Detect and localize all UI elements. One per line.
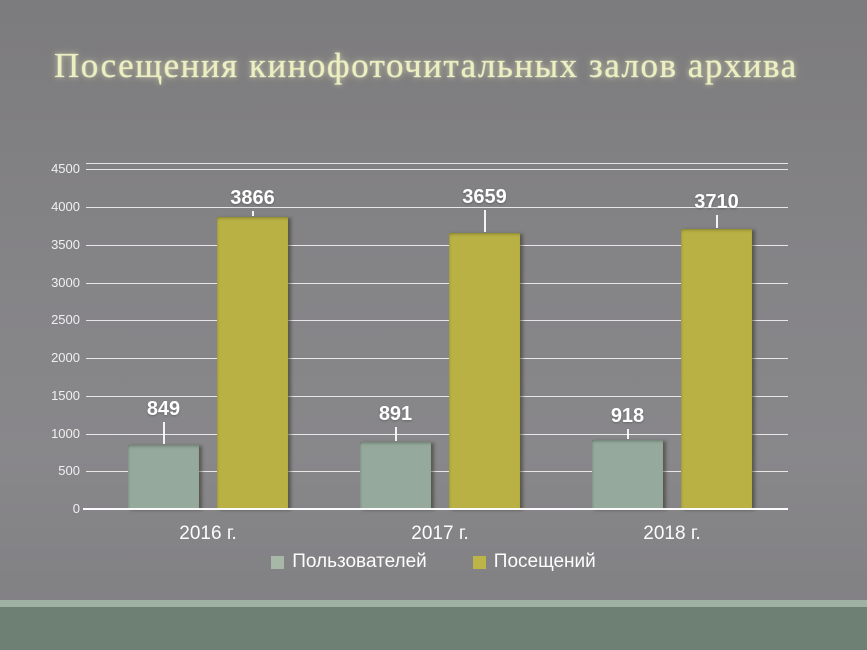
footer-accent-bar [0, 600, 867, 607]
bar-visits-2017 [449, 233, 520, 509]
chart-legend: Пользователей Посещений [0, 551, 867, 573]
y-axis-tick-3500: 3500 [51, 237, 80, 252]
data-label-leader [394, 427, 397, 441]
bar-users-2017 [360, 442, 431, 509]
legend-item-users: Пользователей [271, 551, 427, 573]
gridline-2500 [86, 320, 788, 321]
gridline-3000 [86, 283, 788, 284]
data-label-leader [483, 210, 486, 232]
legend-label-visits: Посещений [493, 551, 596, 572]
y-axis-tick-1500: 1500 [51, 388, 80, 403]
slide-title: Посещения кинофоточитальных залов архива [54, 46, 798, 85]
footer-band [0, 607, 867, 650]
data-label-leader [251, 211, 254, 216]
bar-visits-2018 [681, 229, 752, 509]
y-axis-tick-500: 500 [58, 463, 80, 478]
legend-item-visits: Посещений [472, 551, 596, 573]
legend-label-users: Пользователей [292, 551, 427, 572]
legend-swatch-users [271, 555, 285, 569]
gridline-500 [86, 471, 788, 472]
y-axis-tick-2500: 2500 [51, 312, 80, 327]
gridline-2000 [86, 358, 788, 359]
bar-users-2018 [592, 440, 663, 509]
data-label-leader [715, 215, 718, 228]
data-label-users-2017: 891 [378, 403, 413, 425]
y-axis-tick-1000: 1000 [51, 426, 80, 441]
category-label-2016: 2016 г. [179, 523, 237, 544]
data-label-visits-2016: 3866 [230, 187, 275, 209]
y-axis-tick-2000: 2000 [51, 350, 80, 365]
data-label-users-2018: 918 [610, 405, 645, 427]
y-axis-tick-4000: 4000 [51, 199, 80, 214]
gridline-1500 [86, 396, 788, 397]
y-axis-tick-4500: 4500 [51, 161, 80, 176]
gridline-4000 [86, 207, 788, 208]
data-label-visits-2018: 3710 [694, 191, 739, 213]
y-axis-tick-0: 0 [72, 501, 80, 516]
plot-top-border [86, 163, 788, 164]
gridline-4500 [86, 169, 788, 170]
gridline-1000 [86, 434, 788, 435]
x-axis-line [83, 508, 788, 510]
bar-visits-2016 [217, 217, 288, 509]
category-label-2018: 2018 г. [643, 523, 701, 544]
y-axis-tick-3000: 3000 [51, 275, 80, 290]
data-label-visits-2017: 3659 [462, 186, 507, 208]
data-label-leader [162, 422, 165, 444]
gridline-3500 [86, 245, 788, 246]
legend-swatch-visits [472, 555, 486, 569]
data-label-leader [626, 429, 629, 439]
bar-users-2016 [128, 445, 199, 509]
category-label-2017: 2017 г. [411, 523, 469, 544]
data-label-users-2016: 849 [146, 398, 181, 420]
